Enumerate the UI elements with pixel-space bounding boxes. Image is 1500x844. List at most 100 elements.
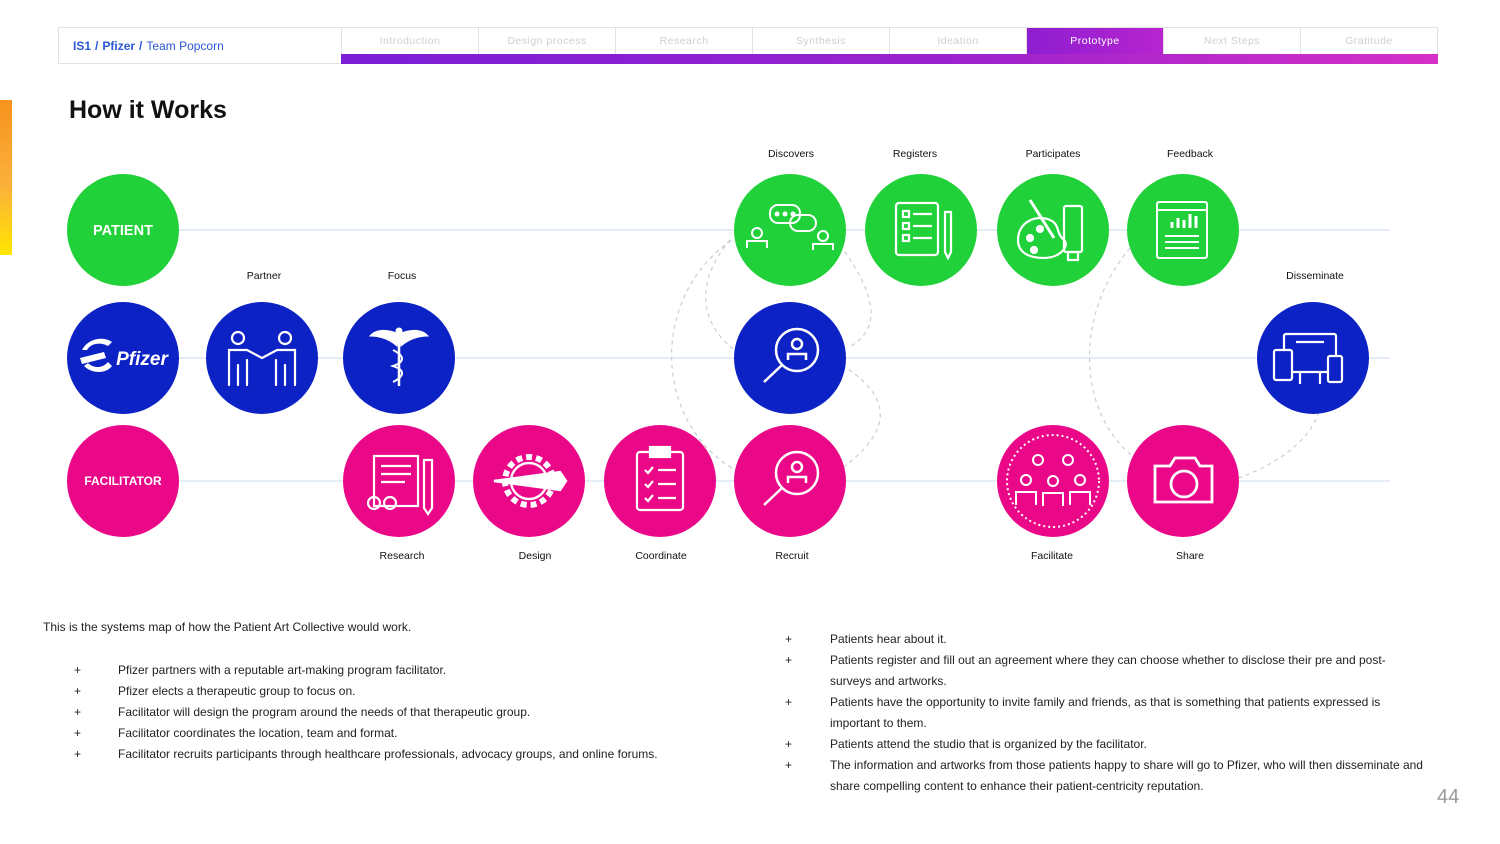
bullet-plus: + xyxy=(74,726,82,740)
list-item: + Patients attend the studio that is orga… xyxy=(785,734,1425,755)
recruit-circle xyxy=(734,425,846,537)
bullet-plus: + xyxy=(785,695,793,709)
page-title: How it Works xyxy=(69,96,227,124)
group-circle-icon xyxy=(1006,434,1100,528)
list-item-text: Facilitator coordinates the location, te… xyxy=(118,726,398,740)
list-item: + Pfizer elects a therapeutic group to fo… xyxy=(74,681,764,702)
facilitator-circle xyxy=(67,425,179,537)
list-item: + Pfizer partners with a reputable art-ma… xyxy=(74,660,764,681)
pfizer-row-node: Pfizer xyxy=(67,302,179,414)
bullet-plus: + xyxy=(74,705,82,719)
left-accent-bar xyxy=(0,100,12,255)
bullet-plus: + xyxy=(74,663,82,677)
list-item: + Facilitator recruits participants throu… xyxy=(74,744,764,765)
patient-row-node: PATIENT xyxy=(67,174,179,286)
section-progress-bar xyxy=(341,54,1438,64)
pfizer-label: Pfizer xyxy=(116,349,169,370)
bullet-plus: + xyxy=(74,684,82,698)
patient-label: PATIENT xyxy=(93,223,153,239)
list-item: + Facilitator will design the program aro… xyxy=(74,702,764,723)
focus-caption: Focus xyxy=(388,270,417,282)
tab-research[interactable]: Research xyxy=(615,28,752,54)
list-item: + The information and artworks from those… xyxy=(785,755,1425,797)
camera-icon xyxy=(1153,456,1214,504)
flow-connector xyxy=(839,364,881,471)
form-pen-icon xyxy=(894,201,953,261)
tab-design-process[interactable]: Design process xyxy=(478,28,615,54)
registers-circle xyxy=(865,174,977,286)
breadcrumb: IS1 / Pfizer / Team Popcorn xyxy=(58,27,341,64)
disseminate-caption: Disseminate xyxy=(1286,270,1344,282)
breadcrumb-separator: / xyxy=(95,38,99,53)
report-chart-icon xyxy=(1156,201,1208,259)
bullet-plus: + xyxy=(785,653,793,667)
list-item-text: Pfizer partners with a reputable art-mak… xyxy=(118,663,447,677)
systems-map-diagram: PATIENT Pfizer FACILITATOR Partner Focus xyxy=(67,148,1390,562)
bullet-plus: + xyxy=(785,737,793,751)
magnifier-person-icon xyxy=(763,327,820,383)
pfizer-logo-icon xyxy=(80,338,112,372)
list-item-text: Facilitator recruits participants throug… xyxy=(118,747,658,761)
tab-prototype[interactable]: Prototype xyxy=(1026,28,1163,54)
facilitator-row-node: FACILITATOR xyxy=(67,425,179,537)
breadcrumb-separator: / xyxy=(139,38,143,53)
breadcrumb-course[interactable]: IS1 xyxy=(73,38,92,53)
flow-connector xyxy=(671,235,739,471)
people-chat-icon xyxy=(746,204,834,250)
coordinate-caption: Coordinate xyxy=(635,550,687,562)
facilitate-circle xyxy=(997,425,1109,537)
bullet-plus: + xyxy=(74,747,82,761)
handshake-icon xyxy=(227,330,297,387)
patient-circle xyxy=(67,174,179,286)
tab-next-steps[interactable]: Next Steps xyxy=(1163,28,1300,54)
tab-ideation[interactable]: Ideation xyxy=(889,28,1026,54)
discovers-caption: Discovers xyxy=(768,148,814,160)
flow-connector xyxy=(839,244,872,349)
flow-connector xyxy=(1237,411,1319,479)
flow-connector xyxy=(705,239,736,351)
share-circle xyxy=(1127,425,1239,537)
flow-connectors xyxy=(671,235,1319,479)
document-glasses-icon xyxy=(366,454,434,516)
caduceus-icon xyxy=(368,327,430,386)
pfizer-search-circle xyxy=(734,302,846,414)
breadcrumb-team[interactable]: Team Popcorn xyxy=(146,38,224,53)
pfizer-steps-list: + Pfizer partners with a reputable art-ma… xyxy=(74,660,764,765)
research-caption: Research xyxy=(380,550,425,562)
bullet-plus: + xyxy=(785,758,793,772)
diagram-description: This is the systems map of how the Patie… xyxy=(43,620,412,634)
palette-brush-icon xyxy=(1016,199,1084,262)
disseminate-circle xyxy=(1257,302,1369,414)
breadcrumb-client[interactable]: Pfizer xyxy=(102,38,136,53)
list-item-text: Patients hear about it. xyxy=(830,632,947,646)
tab-introduction[interactable]: Introduction xyxy=(341,28,478,54)
list-item: + Patients have the opportunity to invite… xyxy=(785,692,1425,734)
partner-caption: Partner xyxy=(247,270,282,282)
flow-connector xyxy=(1088,247,1139,461)
list-item-text: The information and artworks from those … xyxy=(830,758,1423,793)
bullet-plus: + xyxy=(785,632,793,646)
registers-caption: Registers xyxy=(893,148,937,160)
tab-gratitude[interactable]: Gratitude xyxy=(1300,28,1437,54)
share-caption: Share xyxy=(1176,550,1204,562)
list-item-text: Pfizer elects a therapeutic group to foc… xyxy=(118,684,356,698)
participates-circle xyxy=(997,174,1109,286)
design-caption: Design xyxy=(519,550,552,562)
list-item: + Patients register and fill out an agree… xyxy=(785,650,1425,692)
coordinate-circle xyxy=(604,425,716,537)
list-item-text: Patients register and fill out an agreem… xyxy=(830,653,1386,688)
patient-steps-list: + Patients hear about it. + Patients regis… xyxy=(785,629,1425,797)
gear-pencil-icon xyxy=(493,454,568,508)
list-item: + Patients hear about it. xyxy=(785,629,1425,650)
list-item: + Facilitator coordinates the location, t… xyxy=(74,723,764,744)
tab-synthesis[interactable]: Synthesis xyxy=(752,28,889,54)
facilitator-label: FACILITATOR xyxy=(84,474,162,488)
feedback-caption: Feedback xyxy=(1167,148,1214,160)
page-number: 44 xyxy=(1437,786,1460,808)
discovers-circle xyxy=(734,174,846,286)
clipboard-checklist-icon xyxy=(635,445,685,512)
section-tabs: Introduction Design process Research Syn… xyxy=(341,27,1438,54)
list-item-text: Patients attend the studio that is organ… xyxy=(830,737,1147,751)
recruit-caption: Recruit xyxy=(775,550,808,562)
participates-caption: Participates xyxy=(1026,148,1081,160)
